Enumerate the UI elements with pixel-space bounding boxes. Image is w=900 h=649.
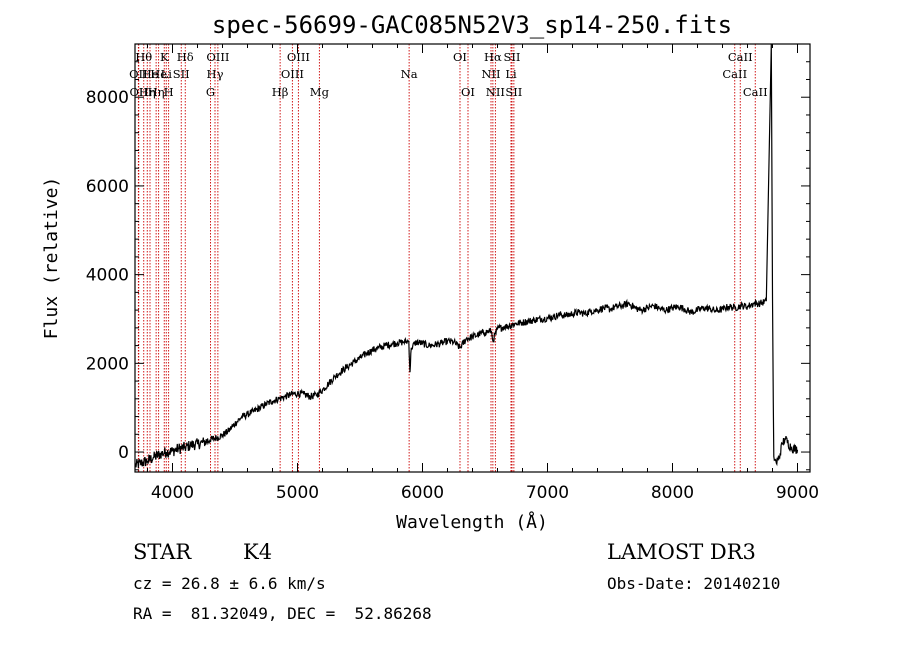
spectral-line-label: He bbox=[150, 67, 167, 81]
spectral-line-label: SII bbox=[504, 50, 521, 64]
x-axis-label: Wavelength (Å) bbox=[396, 511, 548, 533]
spectral-line-label: He bbox=[142, 67, 159, 81]
x-tick-label: 9000 bbox=[776, 483, 819, 503]
spectral-line-label: NII bbox=[486, 85, 505, 99]
spectral-line-label: SII bbox=[505, 85, 522, 99]
observation-date: Obs-Date: 20140210 bbox=[607, 574, 781, 593]
spectral-line-label: Hθ bbox=[135, 50, 152, 64]
spectral-line-label: K bbox=[160, 50, 169, 64]
spectral-line-label: NII bbox=[481, 67, 500, 81]
x-tick-label: 5000 bbox=[276, 483, 319, 503]
object-class: STAR bbox=[133, 540, 192, 564]
spectral-line-label: Na bbox=[401, 67, 418, 81]
spectral-line-label: Mg bbox=[310, 85, 330, 99]
plot-frame bbox=[134, 43, 811, 473]
y-tick-label: 0 bbox=[118, 443, 129, 463]
survey-name: LAMOST DR3 bbox=[607, 540, 756, 564]
spectral-line-label: H bbox=[164, 85, 174, 99]
object-subclass: K4 bbox=[243, 540, 273, 564]
spectral-line-label: CaII bbox=[728, 50, 753, 64]
spectrum-series-line bbox=[134, 43, 799, 468]
coordinates-readout: RA = 81.32049, DEC = 52.86268 bbox=[133, 604, 432, 623]
spectral-line-label: Li bbox=[505, 67, 517, 81]
spectral-line-labels: OIIOIIHθHηHeHηHeKLiHSIIHδGHγOIIIHβOIIIOI… bbox=[129, 50, 768, 99]
spectral-line-label: Hβ bbox=[272, 85, 289, 99]
spectral-line-label: OIII bbox=[206, 50, 229, 64]
chart-title: spec-56699-GAC085N52V3_sp14-250.fits bbox=[212, 11, 732, 39]
y-tick-label: 6000 bbox=[86, 177, 129, 197]
spectral-line-label: OIII bbox=[287, 50, 310, 64]
spectral-line-label: OI bbox=[461, 85, 475, 99]
y-axis-ticks: 0 2000 4000 6000 8000 bbox=[86, 61, 810, 471]
spectral-line-label: Hγ bbox=[207, 67, 224, 81]
y-tick-label: 8000 bbox=[86, 88, 129, 108]
spectral-line-label: G bbox=[206, 85, 215, 99]
x-tick-label: 7000 bbox=[526, 483, 569, 503]
spectral-line-label: Hη bbox=[139, 85, 156, 99]
velocity-readout: cz = 26.8 ± 6.6 km/s bbox=[133, 574, 326, 593]
y-tick-label: 4000 bbox=[86, 266, 129, 286]
x-tick-label: 6000 bbox=[401, 483, 444, 503]
y-tick-label: 2000 bbox=[86, 354, 129, 374]
x-tick-label: 8000 bbox=[651, 483, 694, 503]
spectral-line-label: Li bbox=[161, 67, 173, 81]
x-axis-ticks: 4000 5000 6000 7000 8000 9000 bbox=[147, 44, 819, 503]
spectral-line-label: OIII bbox=[281, 67, 304, 81]
spectral-line-label: OII bbox=[129, 67, 148, 81]
spectral-line-label: Hδ bbox=[177, 50, 194, 64]
spectral-line-label: Hη bbox=[148, 85, 165, 99]
spectral-line-label: SII bbox=[173, 67, 190, 81]
spectral-line-label: CaII bbox=[722, 67, 747, 81]
spectrum-chart: spec-56699-GAC085N52V3_sp14-250.fits OII… bbox=[41, 11, 819, 533]
x-tick-label: 4000 bbox=[151, 483, 194, 503]
y-axis-label: Flux (relative) bbox=[41, 177, 62, 340]
spectral-line-label: Hα bbox=[484, 50, 502, 64]
spectral-line-label: OII bbox=[129, 85, 148, 99]
spectral-line-label: CaII bbox=[743, 85, 768, 99]
spectral-line-markers bbox=[137, 44, 756, 472]
spectral-line-label: OI bbox=[453, 50, 467, 64]
